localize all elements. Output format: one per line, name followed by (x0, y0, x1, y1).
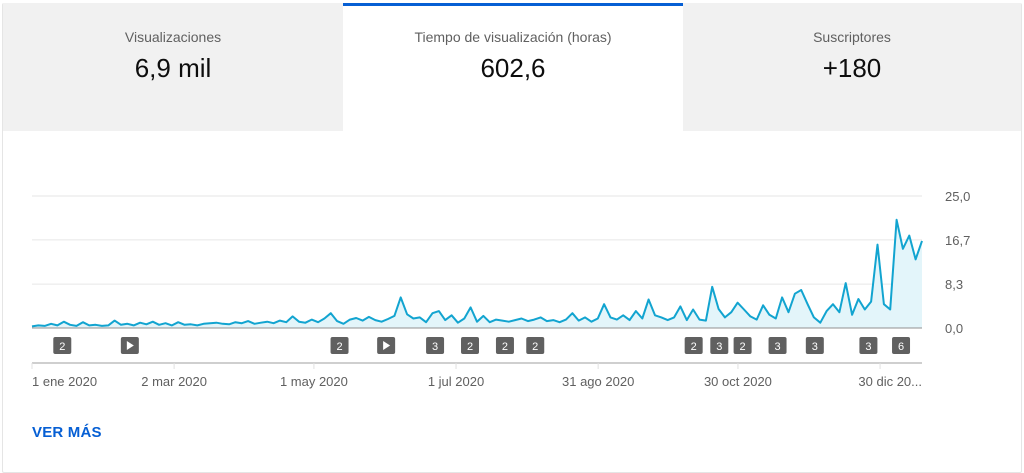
marker-count: 3 (716, 341, 722, 353)
x-tick-label: 31 ago 2020 (562, 374, 634, 389)
marker-box (330, 337, 349, 354)
marker-box (733, 337, 752, 354)
x-tick-label: 2 mar 2020 (141, 374, 207, 389)
videos-published-marker[interactable]: 3 (859, 337, 878, 354)
videos-published-marker[interactable]: 2 (461, 337, 480, 354)
y-tick-label: 0,0 (945, 321, 963, 336)
videos-published-marker[interactable]: 3 (710, 337, 729, 354)
marker-count: 2 (740, 341, 746, 353)
videos-published-marker[interactable]: 2 (330, 337, 349, 354)
marker-count: 3 (865, 341, 871, 353)
videos-published-marker[interactable]: 3 (805, 337, 824, 354)
marker-box (892, 337, 911, 354)
y-tick-label: 8,3 (945, 277, 963, 292)
videos-published-marker[interactable]: 2 (526, 337, 545, 354)
marker-count: 2 (59, 341, 65, 353)
marker-count: 2 (467, 341, 473, 353)
marker-box (684, 337, 703, 354)
tab-subscribers[interactable]: Suscriptores +180 (683, 3, 1021, 131)
tab-label: Visualizaciones (124, 29, 222, 45)
x-tick-label: 1 ene 2020 (32, 374, 97, 389)
videos-published-marker[interactable]: 6 (892, 337, 911, 354)
x-tick-label: 1 jul 2020 (428, 374, 484, 389)
marker-count: 3 (812, 341, 818, 353)
marker-box (53, 337, 72, 354)
marker-count: 3 (432, 341, 438, 353)
y-tick-label: 16,7 (945, 233, 970, 248)
series-line (31, 218, 923, 328)
marker-box (495, 337, 514, 354)
marker-count: 2 (532, 341, 538, 353)
marker-box (461, 337, 480, 354)
y-tick-label: 25,0 (945, 189, 970, 204)
videos-published-marker[interactable]: 2 (733, 337, 752, 354)
tab-label: Suscriptores (813, 29, 891, 45)
videos-published-marker[interactable]: 2 (684, 337, 703, 354)
marker-box (768, 337, 787, 354)
tab-value: 602,6 (480, 53, 546, 83)
x-tick-label: 1 may 2020 (280, 374, 348, 389)
series-area (32, 219, 922, 328)
videos-published-marker[interactable]: 3 (768, 337, 787, 354)
marker-count: 2 (336, 341, 342, 353)
video-published-marker[interactable] (120, 337, 139, 354)
marker-box (710, 337, 729, 354)
marker-count: 6 (898, 341, 904, 353)
videos-published-marker[interactable]: 2 (495, 337, 514, 354)
tab-views[interactable]: Visualizaciones 6,9 mil (3, 3, 343, 131)
see-more-link[interactable]: VER MÁS (32, 424, 102, 441)
marker-box (526, 337, 545, 354)
videos-published-marker[interactable]: 3 (426, 337, 445, 354)
marker-box (859, 337, 878, 354)
tab-label: Tiempo de visualización (horas) (414, 29, 612, 45)
tab-value: +180 (822, 53, 882, 83)
videos-published-marker[interactable]: 2 (53, 337, 72, 354)
tab-watch-time[interactable]: Tiempo de visualización (horas) 602,6 (343, 3, 683, 131)
x-tick-label: 30 dic 20... (858, 374, 922, 389)
marker-count: 3 (774, 341, 780, 353)
play-icon (126, 341, 134, 350)
marker-count: 2 (691, 341, 697, 353)
video-published-marker[interactable] (377, 337, 396, 354)
marker-count: 2 (502, 341, 508, 353)
tab-value: 6,9 mil (134, 53, 212, 83)
marker-box (426, 337, 445, 354)
play-icon (383, 341, 391, 350)
marker-box (805, 337, 824, 354)
x-tick-label: 30 oct 2020 (704, 374, 772, 389)
